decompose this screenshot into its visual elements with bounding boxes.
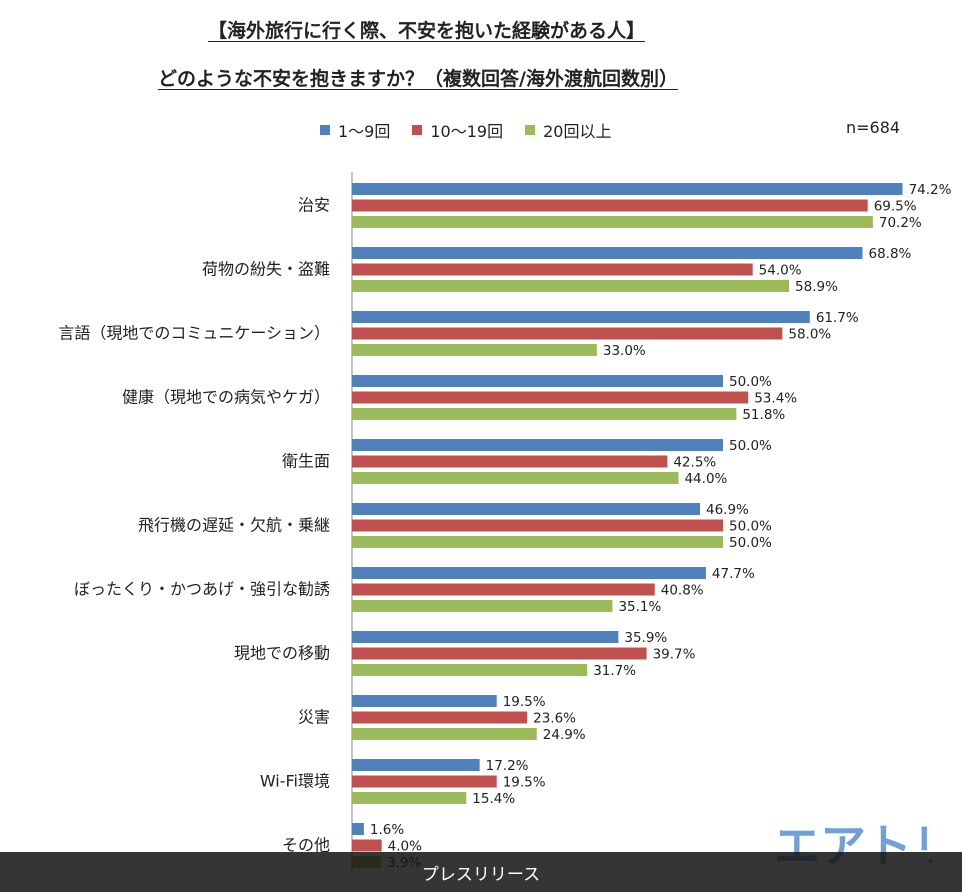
bar-series3 — [352, 728, 537, 740]
data-label-series1: 17.2% — [486, 758, 529, 774]
category-label: 飛行機の遅延・欠航・乗継 — [138, 516, 330, 535]
legend-label-series3: 20回以上 — [543, 122, 612, 141]
bar-series1 — [352, 439, 723, 451]
data-label-series3: 35.1% — [618, 599, 661, 615]
legend-label-series2: 10～19回 — [430, 122, 504, 141]
data-label-series2: 53.4% — [754, 391, 797, 407]
category-label: 現地での移動 — [234, 644, 330, 663]
data-label-series2: 19.5% — [503, 775, 546, 791]
category-label: 衛生面 — [282, 452, 330, 471]
bar-series1 — [352, 759, 480, 771]
data-label-series3: 24.9% — [543, 727, 586, 743]
bar-series2 — [352, 583, 655, 596]
category-label: Wi-Fi環境 — [260, 772, 330, 791]
data-label-series1: 50.0% — [729, 438, 772, 454]
bar-series2 — [352, 455, 668, 468]
bar-series1 — [352, 631, 619, 643]
data-label-series3: 51.8% — [742, 407, 785, 423]
legend-item-series1: 1～9回 — [320, 118, 390, 142]
category-label: その他 — [282, 836, 330, 855]
bar-series3 — [352, 408, 737, 420]
bar-series3 — [352, 792, 467, 804]
data-label-series1: 1.6% — [370, 822, 404, 838]
data-label-series1: 68.8% — [868, 246, 911, 262]
category-label: 治安 — [298, 196, 330, 215]
bar-series1 — [352, 247, 863, 259]
data-label-series2: 4.0% — [388, 839, 422, 855]
data-label-series2: 23.6% — [533, 711, 576, 727]
bar-series2 — [352, 647, 647, 660]
data-label-series2: 58.0% — [788, 327, 831, 343]
category-label: 荷物の紛失・盗難 — [202, 260, 330, 279]
bar-series1 — [352, 183, 903, 195]
bar-series3 — [352, 600, 613, 612]
data-label-series3: 33.0% — [603, 343, 646, 359]
data-label-series1: 35.9% — [624, 630, 667, 646]
bar-series2 — [352, 519, 723, 532]
data-label-series2: 39.7% — [653, 647, 696, 663]
bar-series2 — [352, 775, 497, 788]
chart-subtitle: どのような不安を抱きますか？（複数回答/海外渡航回数別） — [158, 68, 678, 90]
data-label-series3: 58.9% — [795, 279, 838, 295]
bar-series1 — [352, 567, 706, 579]
chart-title: 【海外旅行に行く際、不安を抱いた経験がある人】 — [208, 20, 646, 42]
bar-series2 — [352, 199, 868, 212]
data-label-series3: 31.7% — [593, 663, 636, 679]
bar-series1 — [352, 311, 810, 323]
data-label-series1: 61.7% — [816, 310, 859, 326]
data-label-series1: 19.5% — [503, 694, 546, 710]
bar-series3 — [352, 216, 873, 228]
data-label-series2: 50.0% — [729, 519, 772, 535]
category-label: 健康（現地での病気やケガ） — [122, 388, 330, 407]
bar-series1 — [352, 695, 497, 707]
category-label: 災害 — [298, 708, 330, 727]
press-release-footer[interactable]: プレスリリース — [0, 852, 962, 892]
data-label-series3: 50.0% — [729, 535, 772, 551]
data-label-series1: 74.2% — [909, 182, 952, 198]
bar-series2 — [352, 327, 783, 340]
bar-series1 — [352, 823, 364, 835]
bar-series3 — [352, 280, 790, 292]
category-label: ぼったくり・かつあげ・強引な勧誘 — [74, 580, 330, 599]
legend-swatch-series2 — [412, 125, 423, 135]
bar-series1 — [352, 375, 723, 387]
data-label-series2: 40.8% — [661, 583, 704, 599]
data-label-series1: 46.9% — [706, 502, 749, 518]
data-label-series3: 44.0% — [684, 471, 727, 487]
data-label-series3: 70.2% — [879, 215, 922, 231]
data-label-series3: 15.4% — [472, 791, 515, 807]
data-label-series2: 42.5% — [673, 455, 716, 471]
legend-swatch-series3 — [525, 125, 536, 135]
bar-series1 — [352, 503, 700, 515]
bar-series3 — [352, 536, 723, 548]
category-label: 言語（現地でのコミュニケーション） — [58, 324, 330, 343]
bar-series3 — [352, 344, 597, 356]
data-label-series1: 50.0% — [729, 374, 772, 390]
data-label-series2: 69.5% — [874, 199, 917, 215]
legend-swatch-series1 — [320, 125, 330, 135]
sample-size-label: n=684 — [846, 118, 901, 137]
bar-series2 — [352, 263, 753, 276]
legend: 1～9回 10～19回 20回以上 — [320, 118, 611, 142]
legend-label-series1: 1～9回 — [338, 122, 391, 141]
data-label-series2: 54.0% — [759, 263, 802, 279]
bar-series3 — [352, 664, 588, 676]
footer-label: プレスリリース — [421, 864, 541, 885]
bar-series2 — [352, 839, 382, 852]
legend-item-series3: 20回以上 — [525, 118, 611, 142]
legend-item-series2: 10～19回 — [412, 118, 503, 142]
data-label-series1: 47.7% — [712, 566, 755, 582]
bar-series2 — [352, 711, 528, 724]
bar-series2 — [352, 391, 749, 404]
bar-series3 — [352, 472, 679, 484]
